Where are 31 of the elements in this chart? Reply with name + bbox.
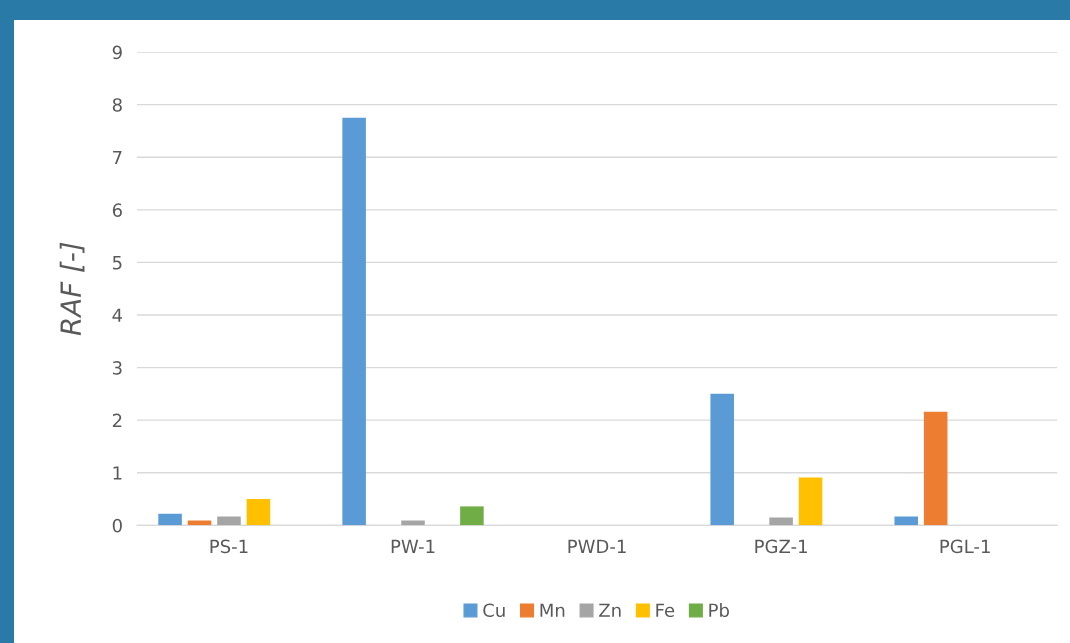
legend-label: Zn <box>599 603 621 617</box>
legend-label: Fe <box>656 603 675 618</box>
legend-label: Pb <box>709 603 729 618</box>
bar <box>923 411 948 526</box>
x-tick-label: PGL-1 <box>940 539 990 554</box>
x-tick-label: PW-1 <box>391 539 435 553</box>
x-tick-label: PGZ-1 <box>755 539 807 554</box>
bar <box>894 516 919 526</box>
legend-label: Mn <box>540 603 565 617</box>
bar <box>460 506 484 526</box>
bar <box>769 517 793 526</box>
y-tick-label: 4 <box>112 308 123 322</box>
y-tick-label: 0 <box>112 518 122 533</box>
bar <box>710 393 734 526</box>
bar <box>246 499 271 526</box>
bar <box>158 513 182 526</box>
legend-label: Cu <box>483 603 505 618</box>
y-tick-label: 8 <box>112 98 122 112</box>
y-tick-label: 9 <box>112 45 122 60</box>
y-tick-label: 3 <box>112 361 122 375</box>
y-tick-label: 1 <box>113 466 122 480</box>
y-tick-label: 2 <box>112 413 122 428</box>
x-tick-label: PWD-1 <box>568 539 626 553</box>
bar <box>217 516 241 526</box>
y-tick-label: 6 <box>112 203 122 217</box>
y-tick-label: 5 <box>112 256 122 270</box>
y-tick-label: 7 <box>113 150 122 165</box>
x-tick-label: PS-1 <box>210 539 248 554</box>
bar <box>342 117 366 526</box>
bar <box>798 477 823 526</box>
y-axis-title: RAF [-] <box>59 242 85 336</box>
